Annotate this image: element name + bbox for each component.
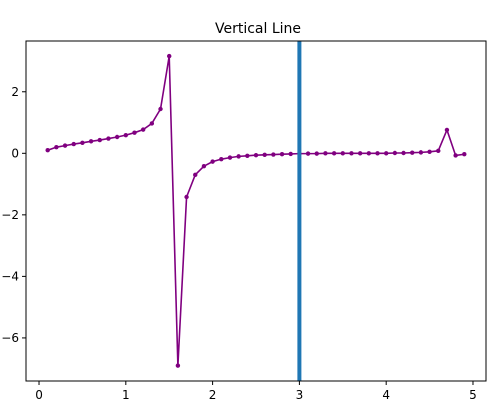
data-point bbox=[349, 151, 354, 156]
data-point bbox=[45, 148, 50, 153]
y-tick-label: −2 bbox=[1, 208, 19, 222]
data-point bbox=[253, 152, 259, 158]
data-point bbox=[375, 151, 380, 156]
data-point bbox=[54, 144, 59, 150]
data-point bbox=[392, 150, 398, 156]
data-point bbox=[288, 151, 293, 157]
y-axis: −6 −4 −2 0 2 bbox=[1, 85, 26, 345]
data-point bbox=[184, 194, 189, 200]
data-point bbox=[80, 140, 85, 146]
data-point bbox=[305, 151, 311, 156]
data-point bbox=[262, 152, 267, 158]
data-point bbox=[149, 121, 155, 126]
data-point bbox=[140, 127, 146, 132]
data-point bbox=[323, 151, 328, 156]
data-point bbox=[227, 155, 233, 160]
data-point bbox=[114, 134, 120, 140]
data-point bbox=[219, 156, 224, 162]
data-point bbox=[444, 127, 450, 133]
data-point bbox=[331, 151, 337, 156]
data-point bbox=[271, 152, 276, 157]
x-tick-label: 2 bbox=[209, 388, 217, 402]
y-tick-label: −4 bbox=[1, 269, 19, 283]
data-point bbox=[236, 154, 241, 159]
x-tick-label: 1 bbox=[122, 388, 130, 402]
data-point bbox=[427, 149, 432, 154]
data-point bbox=[210, 159, 215, 164]
plot-frame bbox=[25, 40, 487, 382]
data-point bbox=[193, 172, 198, 178]
data-point bbox=[366, 151, 372, 156]
data-point bbox=[167, 53, 172, 59]
data-point bbox=[158, 106, 163, 112]
data-point bbox=[88, 139, 94, 144]
chart-title: Vertical Line bbox=[215, 21, 301, 37]
data-point bbox=[453, 153, 458, 158]
data-point bbox=[383, 151, 389, 156]
data-point bbox=[175, 363, 181, 368]
data-point bbox=[314, 151, 319, 156]
data-point bbox=[279, 152, 285, 157]
data-point bbox=[97, 137, 102, 143]
x-tick-label: 4 bbox=[382, 388, 390, 402]
data-point bbox=[418, 150, 424, 155]
data-point bbox=[106, 136, 111, 141]
data-point bbox=[62, 143, 68, 148]
x-tick-label: 3 bbox=[296, 388, 304, 402]
y-tick-label: −6 bbox=[1, 331, 19, 345]
data-point bbox=[201, 164, 207, 169]
data-point bbox=[436, 148, 441, 154]
x-axis: 0 1 2 3 4 5 bbox=[35, 381, 477, 402]
data-point bbox=[71, 141, 76, 147]
y-tick-label: 2 bbox=[11, 85, 19, 99]
data-series-layer bbox=[45, 53, 467, 368]
data-point bbox=[462, 152, 467, 157]
x-tick-label: 5 bbox=[469, 388, 477, 402]
plot-area bbox=[26, 41, 486, 381]
data-point bbox=[132, 130, 137, 135]
data-point bbox=[401, 150, 406, 156]
data-point bbox=[340, 151, 345, 156]
y-tick-label: 0 bbox=[11, 146, 19, 160]
data-point bbox=[123, 132, 129, 138]
data-point bbox=[410, 150, 415, 155]
x-tick-label: 0 bbox=[35, 388, 43, 402]
data-point bbox=[357, 151, 363, 156]
data-point bbox=[245, 153, 250, 158]
